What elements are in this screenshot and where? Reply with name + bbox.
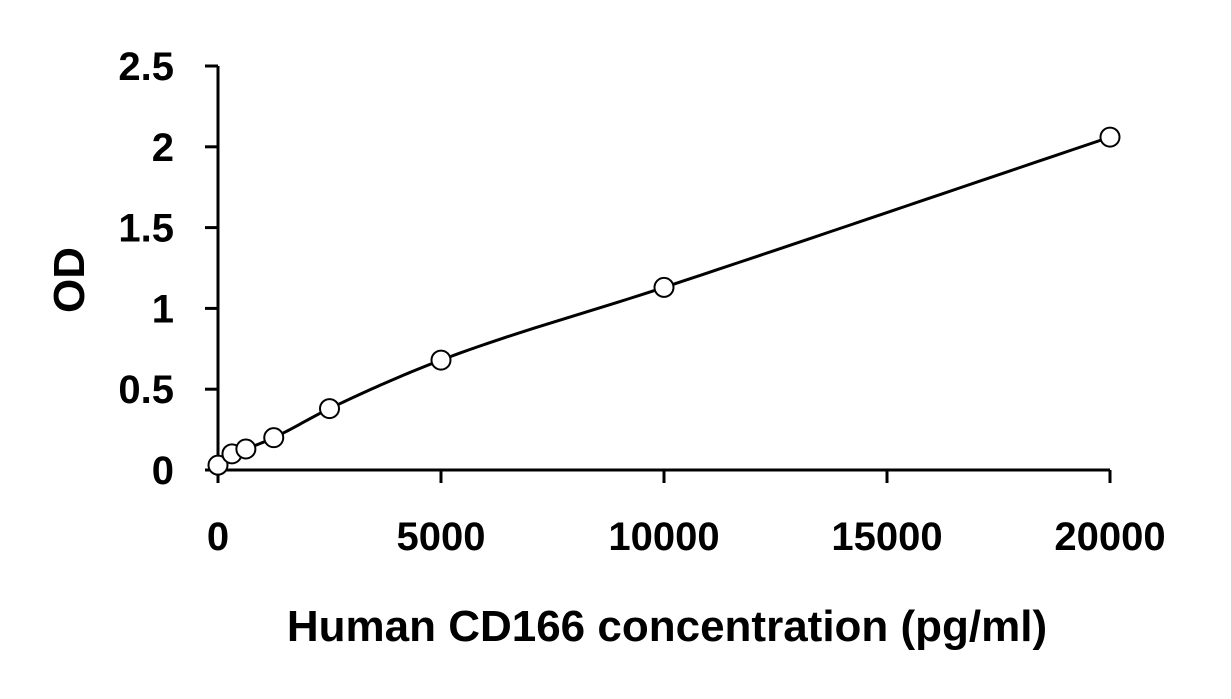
y-tick-label: 0 <box>152 449 174 493</box>
data-points <box>207 126 1121 476</box>
data-point <box>235 438 257 460</box>
y-tick-label: 2.5 <box>118 45 174 89</box>
data-point <box>263 427 285 449</box>
x-tick-label: 0 <box>207 515 229 559</box>
y-axis-title: OD <box>45 247 94 313</box>
x-axis-title: Human CD166 concentration (pg/ml) <box>287 602 1047 651</box>
y-tick-label: 0.5 <box>118 368 174 412</box>
fit-curve <box>217 135 1111 467</box>
data-point <box>1099 126 1121 148</box>
x-tick-label: 5000 <box>397 515 486 559</box>
x-tick-label: 20000 <box>1054 515 1165 559</box>
data-point <box>207 454 229 476</box>
data-point <box>319 398 340 420</box>
y-tick-label: 1.5 <box>118 207 174 251</box>
axes: 0 0.5 1 1.5 2 2.5 0 5000 10000 15000 20000 <box>118 45 1165 559</box>
y-axis-ticks: 0 0.5 1 1.5 2 2.5 <box>118 45 218 493</box>
x-axis-ticks: 0 5000 10000 15000 20000 <box>207 470 1166 559</box>
y-tick-label: 1 <box>152 287 174 331</box>
data-point <box>430 349 452 371</box>
x-tick-label: 15000 <box>831 515 942 559</box>
data-point <box>653 276 675 298</box>
x-tick-label: 10000 <box>608 515 719 559</box>
y-tick-label: 2 <box>152 126 174 170</box>
